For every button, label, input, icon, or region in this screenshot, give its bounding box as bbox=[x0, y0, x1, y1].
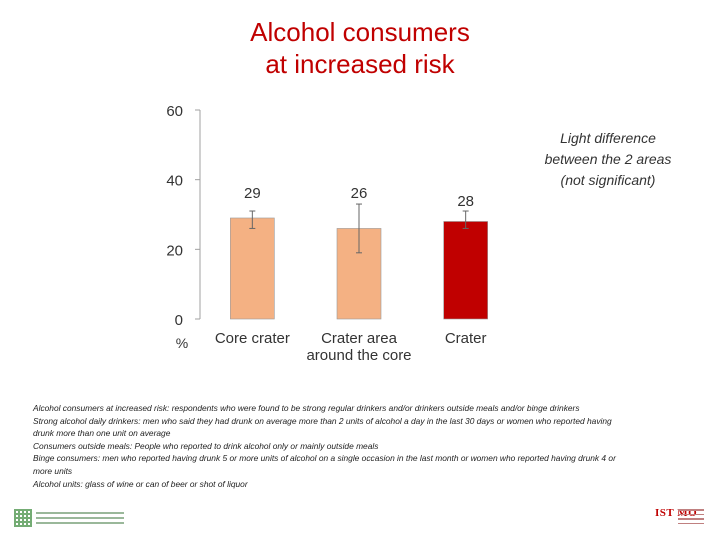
istmo-logo-lines bbox=[678, 509, 704, 527]
annotation-line-3: (not significant) bbox=[560, 172, 656, 188]
note-line: more units bbox=[33, 465, 73, 476]
bar-chart: 0 20 40 60% 29 Core crater 26 Crater areaaround… bbox=[166, 103, 488, 364]
istmo-logo-icon: IST MO bbox=[655, 508, 705, 534]
chart-title-line-1: Alcohol consumers bbox=[250, 17, 470, 47]
data-label: 26 bbox=[351, 185, 368, 202]
note-line: Binge consumers: men who reported having… bbox=[33, 453, 616, 464]
istmo-logo-text: IST MO bbox=[655, 507, 698, 519]
note-line: Alcohol units: glass of wine or can of b… bbox=[33, 478, 248, 489]
note-line: Consumers outside meals: People who repo… bbox=[33, 440, 379, 451]
bar bbox=[443, 221, 488, 320]
institute-logo-icon bbox=[14, 509, 124, 531]
y-tick-label: 40 bbox=[166, 173, 183, 190]
y-tick-label: 0 bbox=[175, 312, 183, 329]
chart-title-line-2: at increased risk bbox=[265, 49, 455, 79]
data-label: 29 bbox=[244, 185, 261, 202]
chart-annotation: Light difference between the 2 areas (no… bbox=[528, 128, 688, 191]
category-label: Crater area bbox=[321, 330, 398, 347]
annotation-line-2: between the 2 areas bbox=[544, 151, 672, 167]
note-line: Strong alcohol daily drinkers: men who s… bbox=[33, 415, 612, 426]
bar bbox=[230, 217, 275, 320]
note-line: drunk more than one unit on average bbox=[33, 428, 171, 439]
category-label: Crater bbox=[445, 330, 487, 347]
note-line: Alcohol consumers at increased risk: res… bbox=[33, 403, 580, 413]
category-label: around the core bbox=[306, 347, 411, 364]
data-label: 28 bbox=[457, 193, 474, 210]
institute-logo-text bbox=[36, 512, 124, 527]
annotation-line-1: Light difference bbox=[560, 130, 656, 146]
definitions-notes: Alcohol consumers at increased risk: res… bbox=[33, 402, 693, 490]
institute-logo-mark bbox=[14, 509, 32, 527]
category-label: Core crater bbox=[215, 330, 290, 347]
y-tick-label: 60 bbox=[166, 103, 183, 120]
chart-title: Alcohol consumers at increased risk bbox=[200, 16, 520, 80]
y-tick-label: 20 bbox=[166, 242, 183, 259]
y-axis-label: % bbox=[176, 335, 188, 351]
